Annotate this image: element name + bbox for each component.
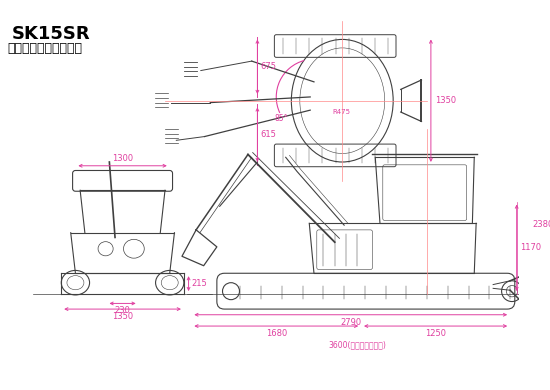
Text: SK15SR: SK15SR	[12, 25, 90, 43]
Text: コベルコ建機株式会社: コベルコ建機株式会社	[8, 42, 82, 55]
Text: 1300: 1300	[112, 154, 133, 163]
Text: 1250: 1250	[425, 329, 446, 338]
Text: 1350: 1350	[112, 312, 133, 321]
Text: 230: 230	[114, 306, 130, 315]
Text: 85°: 85°	[274, 114, 288, 124]
Text: 1170: 1170	[520, 243, 542, 252]
Text: 2790: 2790	[340, 317, 361, 326]
Text: 1680: 1680	[266, 329, 287, 338]
Text: 2380: 2380	[533, 220, 550, 229]
Text: R475: R475	[333, 109, 351, 115]
Text: 3600(ドーザ前の全長): 3600(ドーザ前の全長)	[328, 340, 386, 349]
Text: 1350: 1350	[434, 96, 456, 105]
Text: 215: 215	[191, 279, 207, 288]
Text: 675: 675	[260, 62, 276, 71]
Text: 615: 615	[260, 130, 276, 139]
